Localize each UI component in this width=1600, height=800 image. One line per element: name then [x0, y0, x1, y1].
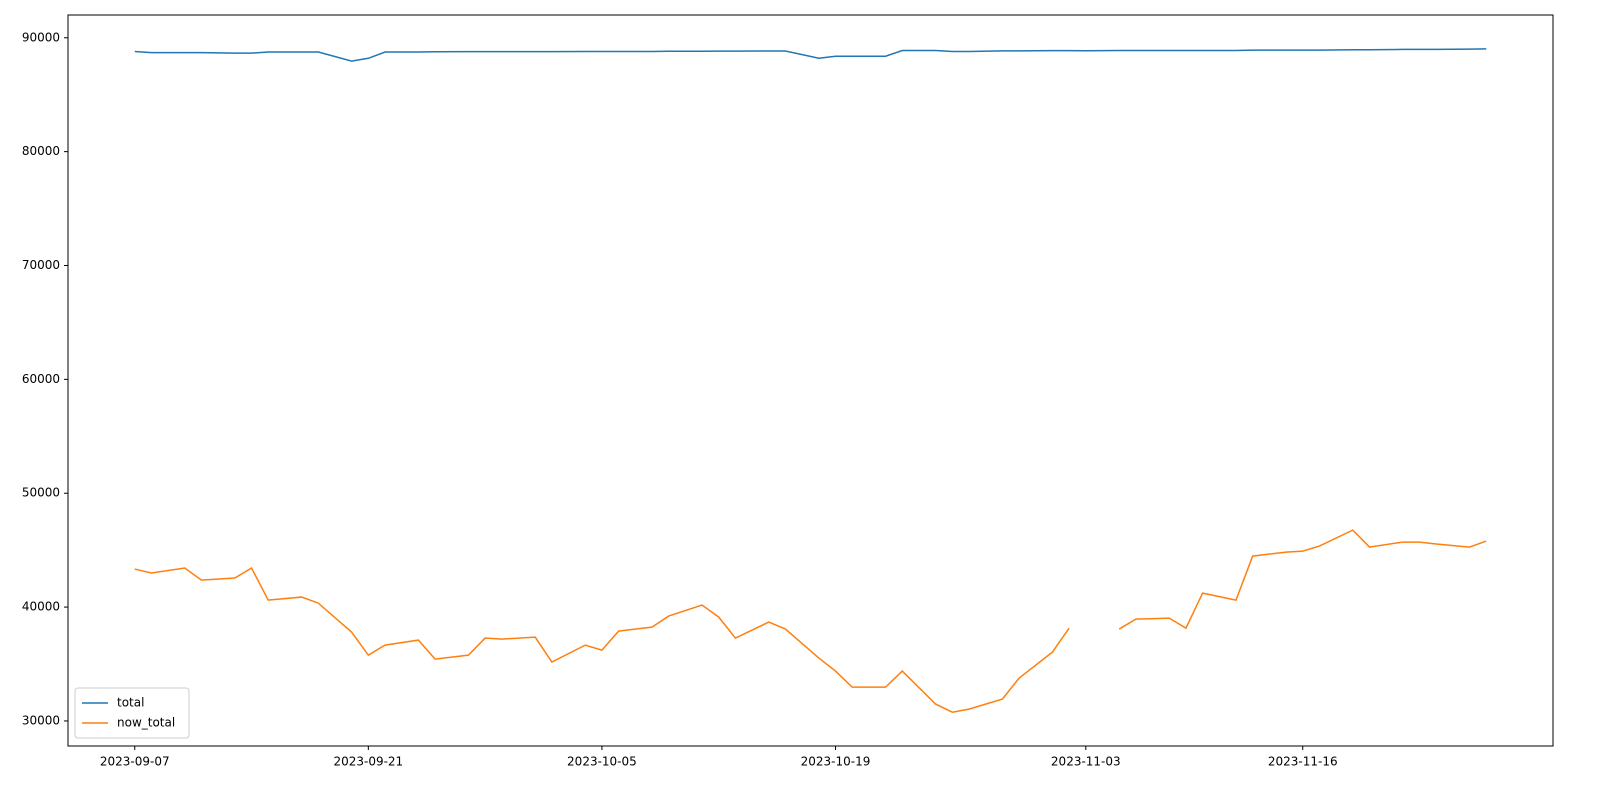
y-tick-label: 70000 — [22, 258, 60, 272]
x-tick-label: 2023-09-21 — [333, 755, 403, 769]
chart: 30000 40000 50000 60000 70000 80000 90000 2023-… — [22, 14, 1554, 769]
series-line — [134, 529, 1487, 713]
legend-label: now_total — [117, 716, 175, 730]
y-tick-label: 90000 — [22, 30, 60, 44]
x-tick-label: 2023-11-16 — [1268, 755, 1338, 769]
y-tick-label: 60000 — [22, 372, 60, 386]
x-tick-label: 2023-10-19 — [801, 755, 871, 769]
y-tick-label: 80000 — [22, 144, 60, 158]
x-tick-label: 2023-10-05 — [567, 755, 637, 769]
x-tick-label: 2023-11-03 — [1051, 755, 1121, 769]
x-tick-label: 2023-09-07 — [100, 755, 170, 769]
legend-label: total — [117, 696, 144, 710]
y-tick-label: 30000 — [22, 713, 60, 727]
series-line — [134, 48, 1487, 62]
y-tick-label: 40000 — [22, 600, 60, 614]
plot-frame — [67, 14, 1554, 747]
legend-box — [74, 687, 190, 739]
y-tick-label: 50000 — [22, 486, 60, 500]
